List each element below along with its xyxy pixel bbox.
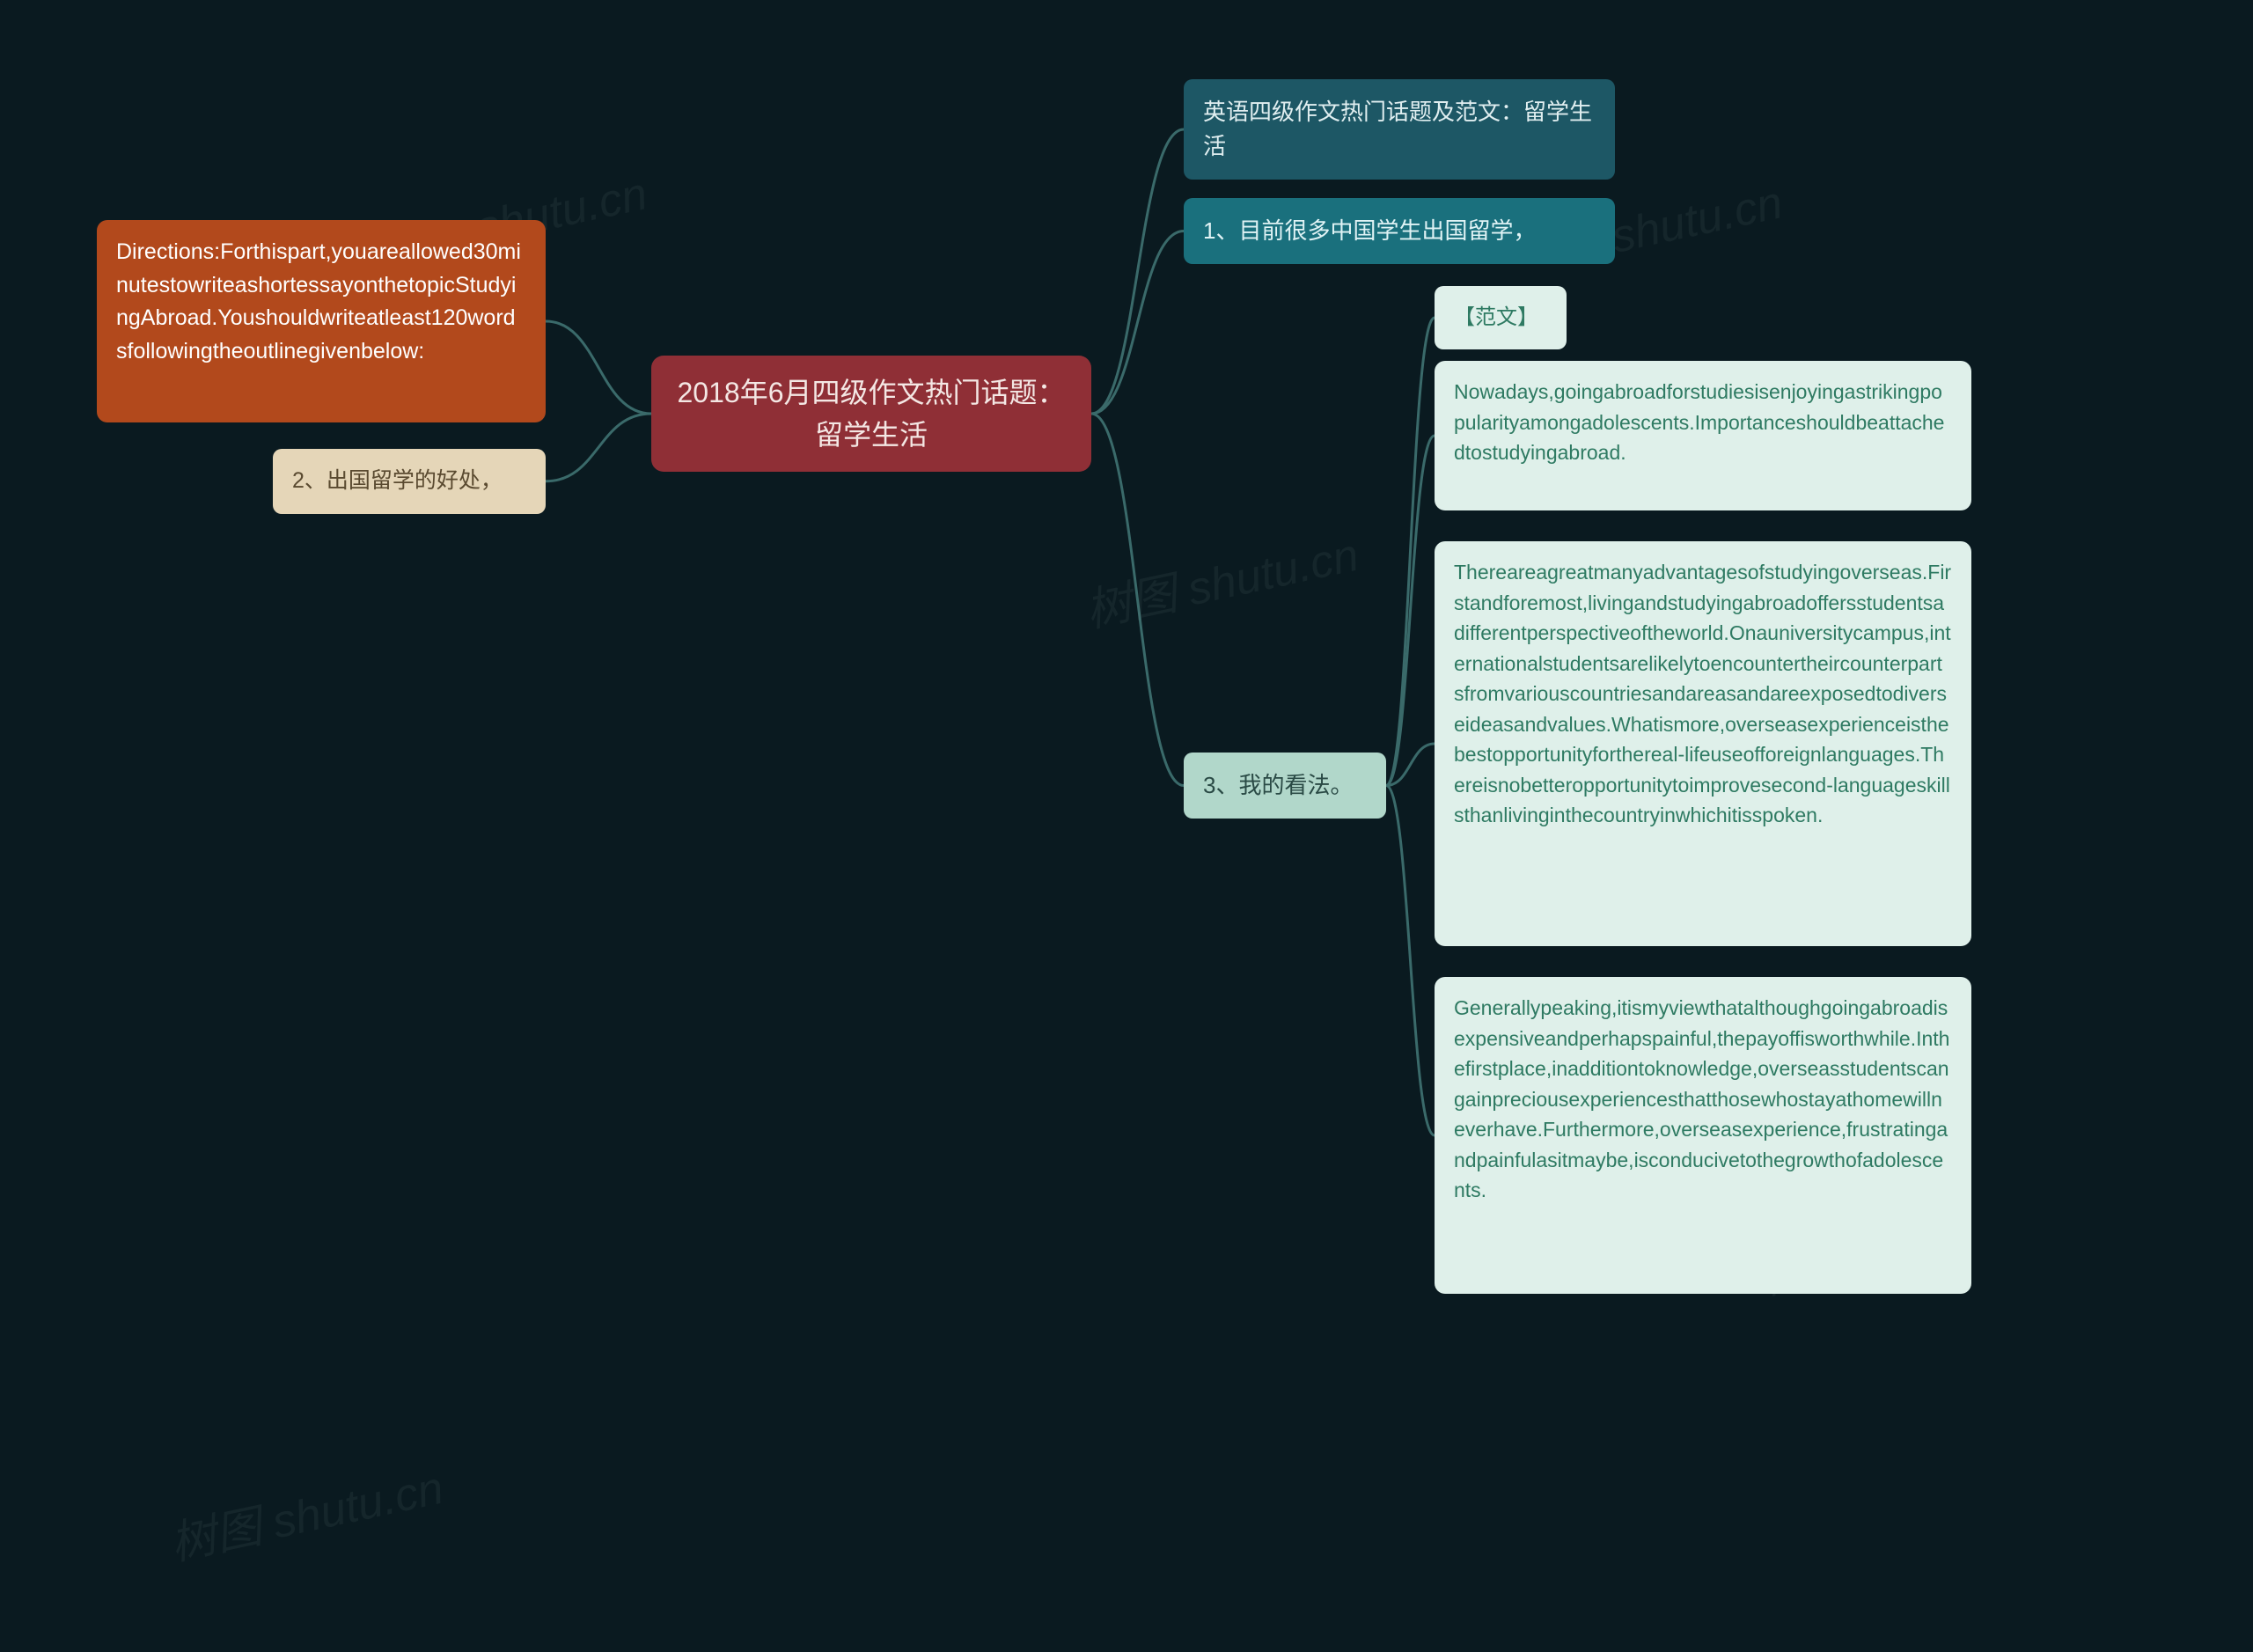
mindmap-root[interactable]: 2018年6月四级作文热门话题：留学生活 [651,356,1091,472]
watermark: 树图 shutu.cn [164,1450,449,1573]
mindmap-node-sample-label[interactable]: 【范文】 [1435,286,1567,349]
mindmap-node-point3[interactable]: 3、我的看法。 [1184,753,1386,819]
mindmap-node-topic[interactable]: 英语四级作文热门话题及范文：留学生活 [1184,79,1615,180]
mindmap-node-point1[interactable]: 1、目前很多中国学生出国留学， [1184,198,1615,264]
mindmap-node-para1[interactable]: Nowadays,goingabroadforstudiesisenjoying… [1435,361,1971,510]
mindmap-node-para2[interactable]: Thereareagreatmanyadvantagesofstudyingov… [1435,541,1971,946]
mindmap-node-directions[interactable]: Directions:Forthispart,youareallowed30mi… [97,220,546,422]
watermark: shutu.cn [1607,176,1787,264]
mindmap-node-benefits[interactable]: 2、出国留学的好处， [273,449,546,514]
watermark: 树图 shutu.cn [1079,518,1364,640]
mindmap-node-para3[interactable]: Generallypeaking,itismyviewthatalthoughg… [1435,977,1971,1294]
